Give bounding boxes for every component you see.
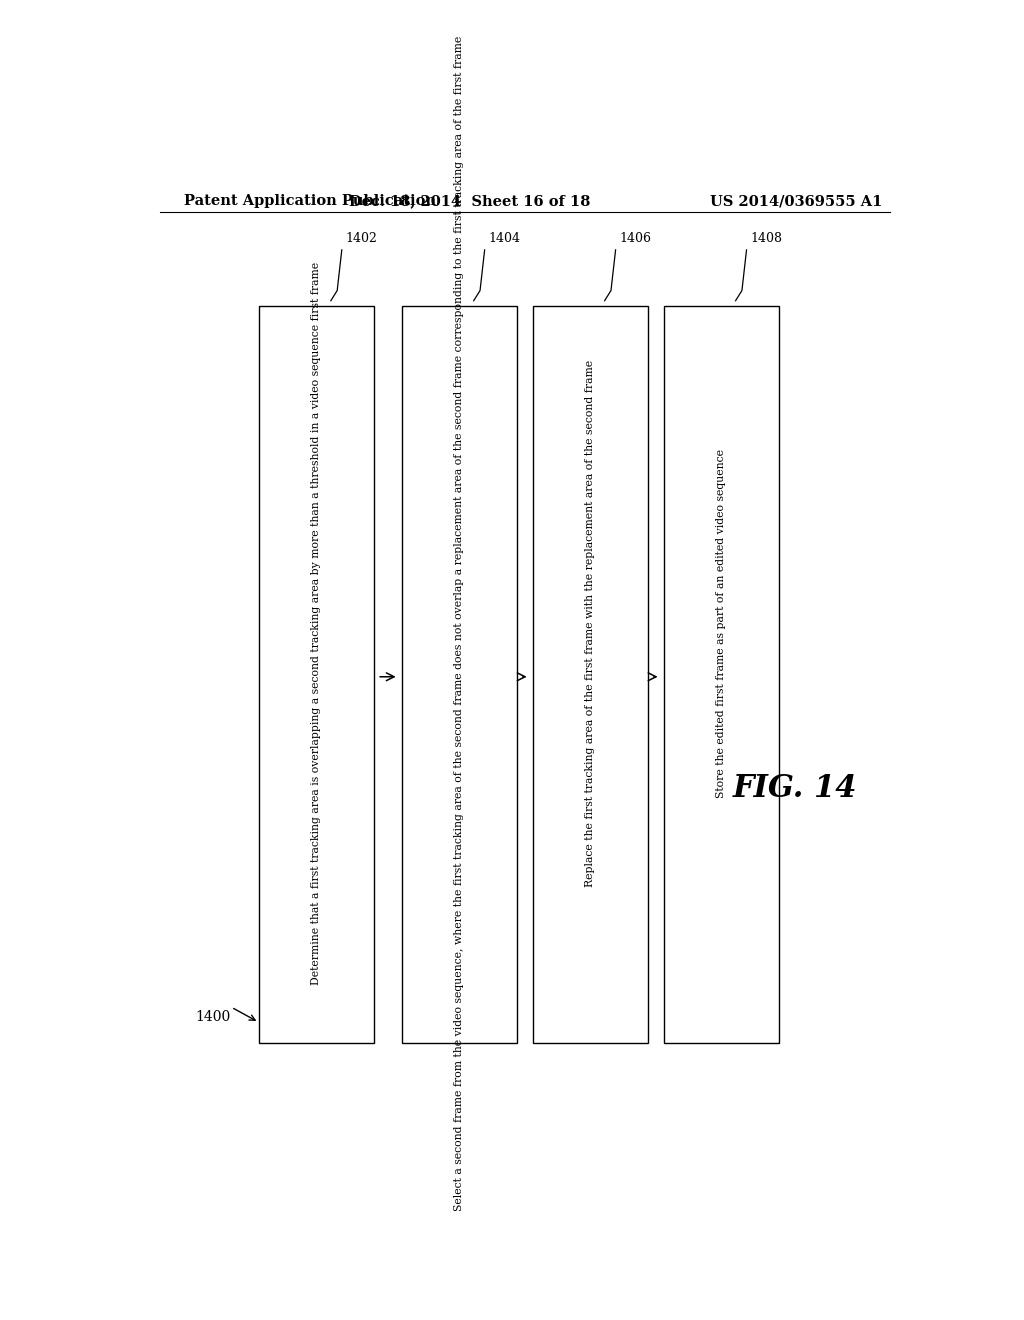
Text: Select a second frame from the video sequence, where the first tracking area of : Select a second frame from the video seq… [455, 36, 464, 1210]
Text: 1404: 1404 [488, 232, 520, 244]
Text: 1408: 1408 [751, 232, 782, 244]
Text: 1402: 1402 [346, 232, 378, 244]
Bar [401, 306, 517, 1043]
Text: Replace the first tracking area of the first frame with the replacement area of : Replace the first tracking area of the f… [586, 360, 595, 887]
Bar [664, 306, 779, 1043]
Text: Determine that a first tracking area is overlapping a second tracking area by mo: Determine that a first tracking area is … [311, 261, 322, 985]
Text: Dec. 18, 2014  Sheet 16 of 18: Dec. 18, 2014 Sheet 16 of 18 [348, 194, 590, 209]
Text: Store the edited first frame as part of an edited video sequence: Store the edited first frame as part of … [716, 449, 726, 797]
Text: US 2014/0369555 A1: US 2014/0369555 A1 [710, 194, 882, 209]
Text: 1406: 1406 [620, 232, 651, 244]
Bar [532, 306, 648, 1043]
Bar [259, 306, 374, 1043]
Text: 1400: 1400 [196, 1010, 230, 1024]
Text: Patent Application Publication: Patent Application Publication [183, 194, 435, 209]
Text: FIG. 14: FIG. 14 [732, 774, 857, 804]
